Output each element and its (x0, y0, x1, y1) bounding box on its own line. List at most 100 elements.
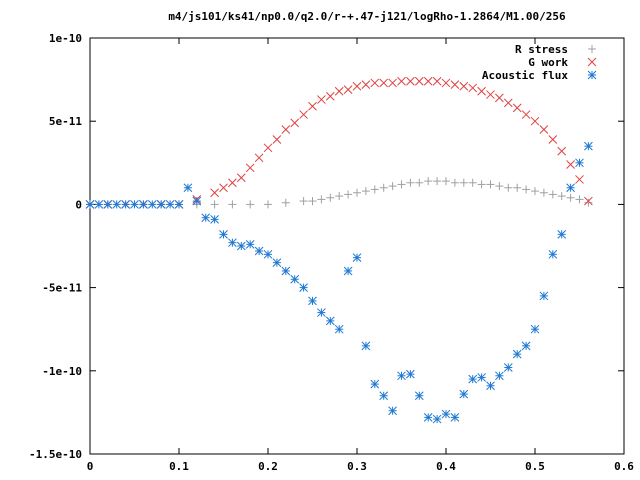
g-work-point (414, 76, 424, 86)
g-work-point (361, 80, 371, 89)
acoustic-flux-point (503, 363, 513, 372)
g-work-point (245, 163, 255, 173)
acoustic-flux-point (352, 253, 362, 263)
x-tick-label: 0 (87, 460, 94, 473)
r-stress-point (370, 185, 379, 194)
r-stress-point (477, 180, 486, 189)
g-work-point (379, 78, 389, 88)
acoustic-flux-point (343, 266, 353, 276)
r-stress-point (433, 177, 442, 186)
g-work-point (352, 81, 362, 91)
g-work-point (406, 76, 415, 86)
acoustic-flux-point (94, 200, 104, 209)
g-work-point (236, 173, 246, 183)
acoustic-flux-point (245, 239, 255, 249)
r-stress-point (335, 192, 344, 201)
g-work-point (290, 118, 300, 128)
acoustic-flux-point (486, 381, 495, 391)
acoustic-flux-point (361, 341, 371, 351)
r-stress-point (504, 183, 513, 192)
r-stress-point (495, 182, 504, 191)
acoustic-flux-point (130, 200, 139, 209)
y-tick-label: 0 (75, 198, 82, 211)
x-tick-label: 0.2 (258, 460, 278, 473)
acoustic-flux-point (423, 413, 433, 422)
r-stress-point (326, 193, 335, 202)
r-stress-point (308, 197, 317, 206)
legend-marker-acoustic-flux (587, 70, 597, 80)
acoustic-flux-point (566, 183, 575, 193)
g-work-point (281, 125, 291, 134)
x-tick-label: 0.3 (347, 460, 367, 473)
g-work-point (325, 91, 335, 101)
acoustic-flux-point (281, 266, 291, 276)
acoustic-flux-point (379, 391, 389, 401)
g-work-point (343, 85, 353, 94)
g-work-point (495, 93, 504, 103)
r-stress-point (459, 178, 468, 187)
r-stress-point (397, 180, 406, 189)
acoustic-flux-point (575, 158, 584, 168)
r-stress-point (388, 182, 397, 191)
g-work-point (397, 76, 406, 86)
r-stress-point (450, 178, 459, 187)
g-work-point (521, 110, 531, 119)
acoustic-flux-point (103, 200, 113, 209)
acoustic-flux-point (165, 200, 175, 209)
y-tick-label: 5e-11 (49, 115, 82, 128)
acoustic-flux-point (548, 249, 558, 259)
acoustic-flux-point (236, 241, 246, 251)
g-work-point (459, 81, 469, 91)
g-work-point (317, 95, 326, 104)
g-work-point (450, 80, 460, 89)
acoustic-flux-point (468, 374, 478, 384)
r-stress-point (557, 192, 566, 201)
acoustic-flux-point (459, 389, 469, 399)
g-work-point (557, 146, 567, 156)
g-work-point (219, 183, 228, 193)
acoustic-flux-point (139, 200, 148, 209)
r-stress-point (531, 187, 539, 196)
r-stress-point (210, 200, 219, 209)
acoustic-flux-point (441, 409, 451, 419)
r-stress-point (442, 177, 450, 186)
r-stress-point (468, 178, 477, 187)
r-stress-point (539, 188, 548, 197)
acoustic-flux-point (112, 200, 122, 209)
r-stress-point (317, 195, 326, 204)
g-work-point (512, 103, 522, 113)
acoustic-flux-point (272, 258, 282, 267)
acoustic-flux-point (290, 274, 300, 284)
r-stress-point (575, 195, 584, 204)
g-work-point (370, 78, 380, 88)
acoustic-flux-point (147, 200, 157, 209)
r-stress-point (246, 200, 255, 209)
chart-title: m4/js101/ks41/np0.0/q2.0/r-+.47-j121/log… (168, 10, 566, 23)
acoustic-flux-point (414, 391, 424, 401)
r-stress-point (361, 187, 370, 196)
r-stress-point (548, 190, 557, 199)
x-tick-label: 0.1 (169, 460, 189, 473)
y-tick-label: -1.5e-10 (29, 448, 82, 461)
acoustic-flux-point (512, 349, 522, 359)
x-tick-label: 0.4 (436, 460, 456, 473)
r-stress-point (486, 180, 495, 189)
acoustic-flux-point (228, 238, 237, 248)
g-work-point (299, 110, 308, 119)
g-work-point (423, 76, 433, 86)
g-work-point (468, 83, 478, 93)
r-stress-point (522, 185, 531, 194)
acoustic-flux-point (325, 316, 335, 326)
acoustic-flux-point (370, 379, 380, 389)
g-work-point (272, 135, 282, 144)
y-tick-label: -1e-10 (42, 365, 82, 378)
g-work-point (263, 143, 273, 153)
y-tick-label: -5e-11 (42, 282, 82, 295)
acoustic-flux-point (317, 308, 326, 317)
r-stress-point (424, 177, 433, 186)
acoustic-flux-point (156, 200, 166, 209)
acoustic-flux-point (308, 296, 317, 306)
r-stress-point (584, 198, 593, 207)
acoustic-flux-point (334, 324, 344, 334)
